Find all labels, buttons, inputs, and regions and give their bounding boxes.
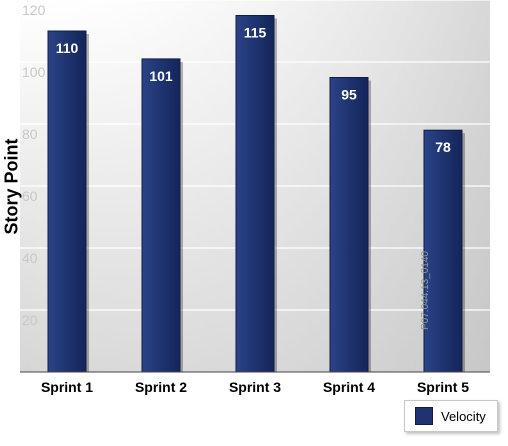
y-tick-label: 80 — [22, 126, 38, 142]
data-label: 78 — [435, 139, 451, 155]
legend-label-velocity: Velocity — [441, 408, 486, 424]
y-tick-label: 100 — [22, 64, 46, 80]
data-label: 95 — [341, 87, 357, 103]
legend: Velocity — [404, 400, 498, 432]
x-tick-label: Sprint 1 — [41, 379, 93, 395]
y-tick-label: 20 — [22, 312, 38, 328]
bar-sprint-3 — [235, 15, 275, 373]
y-tick-label: 40 — [22, 250, 38, 266]
bar-sprint-1 — [47, 30, 87, 373]
x-tick-label: Sprint 3 — [229, 379, 281, 395]
data-label: 101 — [149, 68, 173, 84]
y-tick-label: 120 — [22, 2, 46, 18]
y-axis-label: Story Point — [1, 138, 22, 235]
data-label: 115 — [244, 25, 267, 41]
data-label: 110 — [56, 40, 79, 56]
x-tick-label: Sprint 4 — [323, 379, 375, 395]
bar-sprint-4 — [329, 77, 369, 373]
watermark-text: P07.044.13_0140 — [420, 251, 431, 330]
y-tick-label: 60 — [22, 188, 38, 204]
bar-sprint-2 — [141, 58, 181, 373]
x-tick-label: Sprint 2 — [135, 379, 187, 395]
legend-swatch-velocity — [415, 407, 433, 425]
x-tick-label: Sprint 5 — [417, 379, 469, 395]
